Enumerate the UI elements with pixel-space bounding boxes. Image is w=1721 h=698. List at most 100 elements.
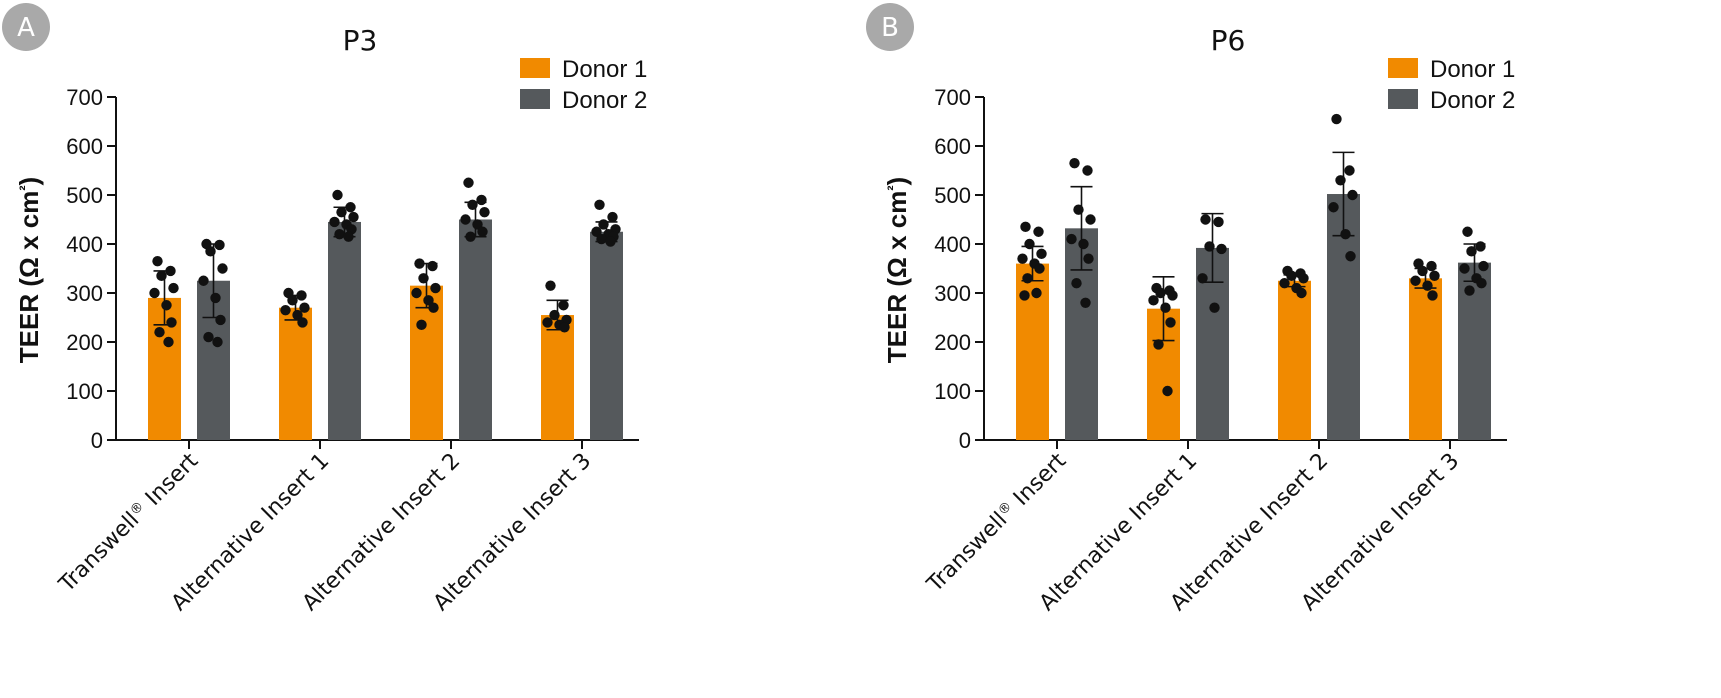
data-point — [1298, 273, 1309, 284]
data-point — [1083, 253, 1094, 264]
data-point — [1066, 233, 1077, 245]
data-point — [297, 317, 308, 328]
panel-badge-label: B — [881, 13, 899, 43]
bar-donor2 — [590, 231, 623, 440]
y-tick-label: 200 — [934, 330, 971, 355]
data-point — [168, 282, 179, 294]
x-tick-label: Transwell® Insert — [922, 448, 1072, 598]
bar-donor1 — [410, 285, 443, 440]
bar-donor2 — [459, 219, 492, 440]
data-point — [1033, 226, 1044, 237]
data-point — [1475, 241, 1486, 252]
data-point — [1020, 221, 1031, 233]
bar-donor2 — [1458, 262, 1491, 440]
y-tick-label: 0 — [91, 428, 103, 453]
data-point — [217, 263, 228, 274]
data-point — [1466, 246, 1477, 257]
data-point — [329, 216, 340, 228]
data-point — [280, 304, 291, 316]
data-point — [605, 236, 616, 247]
bar-donor1 — [279, 307, 312, 440]
y-tick-label: 400 — [66, 232, 103, 257]
data-point — [542, 317, 553, 328]
data-point — [423, 295, 434, 306]
data-point — [1034, 263, 1045, 274]
data-point — [418, 273, 429, 284]
data-point — [1148, 295, 1159, 306]
data-point — [1160, 302, 1171, 313]
data-point — [1213, 216, 1224, 228]
data-point — [165, 265, 176, 277]
data-point — [596, 233, 607, 245]
y-tick-label: 0 — [959, 428, 971, 453]
panel-badge — [866, 3, 914, 51]
legend-label: Donor 2 — [1430, 87, 1515, 114]
bar-donor2 — [328, 221, 361, 440]
data-point — [348, 211, 359, 223]
data-point — [203, 331, 214, 343]
data-point — [152, 255, 163, 267]
data-point — [598, 219, 609, 230]
data-point — [591, 226, 602, 237]
data-point — [460, 214, 471, 225]
data-point — [1200, 214, 1211, 225]
data-point — [1069, 157, 1080, 169]
data-point — [214, 239, 225, 251]
data-point — [549, 309, 560, 321]
bar-donor1 — [1278, 280, 1311, 440]
data-point — [198, 275, 209, 286]
data-point — [1167, 290, 1178, 301]
legend-label: Donor 1 — [1430, 56, 1515, 83]
legend-swatch-donor1 — [1388, 58, 1418, 78]
legend-label: Donor 1 — [562, 56, 647, 83]
data-point — [336, 206, 347, 218]
data-point — [1197, 273, 1208, 284]
data-point — [594, 199, 605, 210]
y-tick-label: 100 — [66, 379, 103, 404]
data-point — [1427, 290, 1438, 301]
data-point — [558, 300, 569, 311]
data-point — [210, 292, 221, 304]
data-point — [1209, 302, 1220, 313]
x-tick-label: Transwell® Insert — [54, 448, 204, 598]
y-tick-label: 400 — [934, 232, 971, 257]
data-point — [1153, 339, 1164, 350]
data-point — [427, 260, 438, 272]
chart-panel-b: B P6 TEER (Ω x cm²) 0 100 200 300 400 500 600 700 T… — [866, 3, 1515, 616]
data-point — [477, 226, 488, 237]
data-point — [411, 287, 422, 299]
legend-label: Donor 2 — [562, 87, 647, 114]
data-point — [1462, 226, 1473, 237]
data-point — [1328, 202, 1339, 213]
data-point — [205, 246, 216, 257]
data-point — [215, 314, 226, 326]
data-point — [296, 290, 307, 301]
data-point — [1422, 280, 1433, 291]
y-axis-label: TEER (Ω x cm²) — [14, 177, 44, 363]
data-point — [463, 177, 474, 188]
y-tick-label: 700 — [66, 85, 103, 110]
data-point — [1464, 285, 1475, 296]
legend-swatch-donor1 — [520, 58, 550, 78]
data-point — [1019, 290, 1030, 301]
data-point — [1204, 241, 1215, 252]
data-point — [1017, 253, 1028, 264]
data-point — [156, 270, 167, 282]
data-point — [1155, 287, 1166, 299]
data-point — [1031, 287, 1042, 299]
data-point — [1165, 317, 1176, 328]
data-point — [479, 206, 490, 218]
data-point — [1426, 260, 1437, 272]
data-point — [430, 282, 441, 294]
data-point — [465, 231, 476, 242]
data-point — [287, 295, 298, 306]
data-point — [1085, 214, 1096, 225]
y-tick-label: 200 — [66, 330, 103, 355]
data-point — [163, 336, 174, 348]
chart-title: P3 — [343, 24, 378, 57]
data-point — [1476, 278, 1487, 289]
data-point — [1331, 113, 1342, 125]
data-point — [472, 219, 483, 230]
